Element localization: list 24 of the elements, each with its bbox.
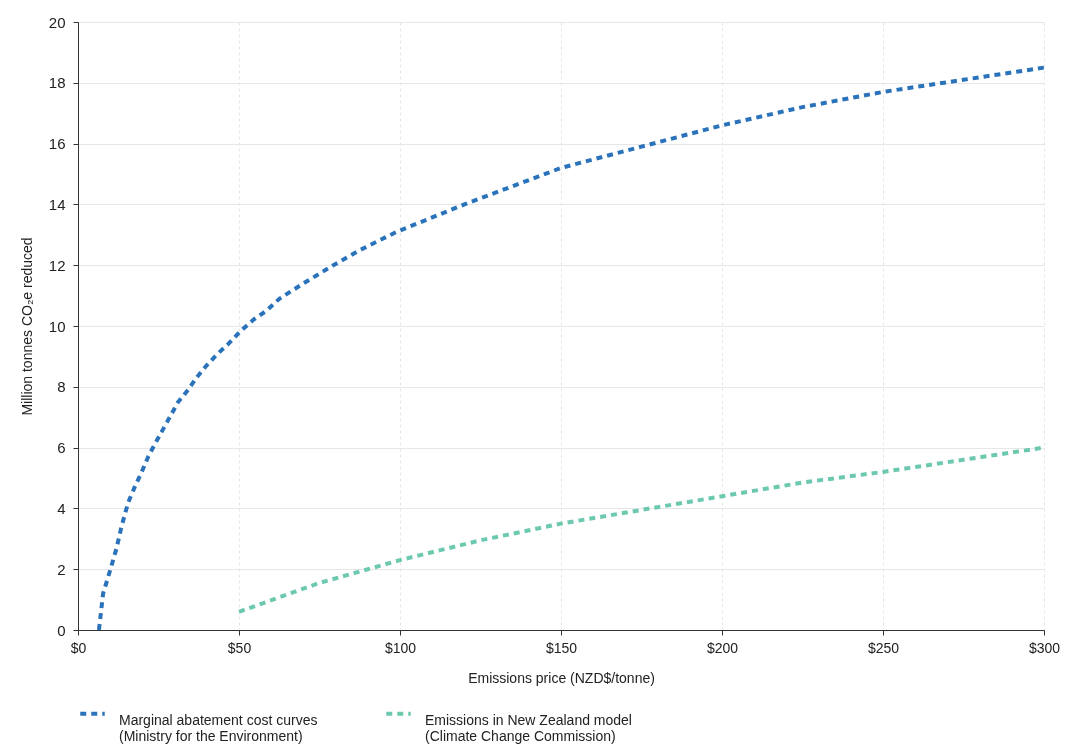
x-tick-label: $200 — [706, 639, 739, 656]
line-series — [96, 65, 1044, 630]
y-tick-label: 14 — [48, 195, 66, 213]
x-tick-label: $150 — [545, 639, 578, 656]
x-tick-label: $50 — [227, 639, 252, 656]
y-tick-label: 16 — [48, 135, 66, 153]
y-tick-label: 6 — [57, 439, 66, 457]
y-tick-label: 18 — [48, 74, 66, 92]
y-tick-label: 8 — [57, 378, 66, 396]
y-tick-label: 10 — [48, 317, 66, 335]
x-tick-label: $300 — [1028, 639, 1061, 656]
y-tick-label: 4 — [57, 499, 66, 517]
x-tick-label: $0 — [70, 639, 87, 656]
x-tick-label: $100 — [384, 639, 417, 656]
x-tick-label: $250 — [867, 639, 900, 656]
line-series — [237, 445, 1044, 614]
x-axis-title: Emissions price (NZD$/tonne) — [468, 669, 655, 686]
y-tick-label: 2 — [57, 560, 66, 578]
legend-label: Emissions in New Zealand model (Climate Change Commission) — [425, 711, 632, 744]
y-axis-title: Million tonnes CO₂e reduced — [18, 237, 35, 416]
y-tick-label: 12 — [48, 256, 66, 274]
y-tick-label: 0 — [57, 621, 66, 639]
legend-label: Marginal abatement cost curves (Ministry for the Environment) — [119, 711, 318, 744]
y-tick-label: 20 — [48, 13, 66, 31]
